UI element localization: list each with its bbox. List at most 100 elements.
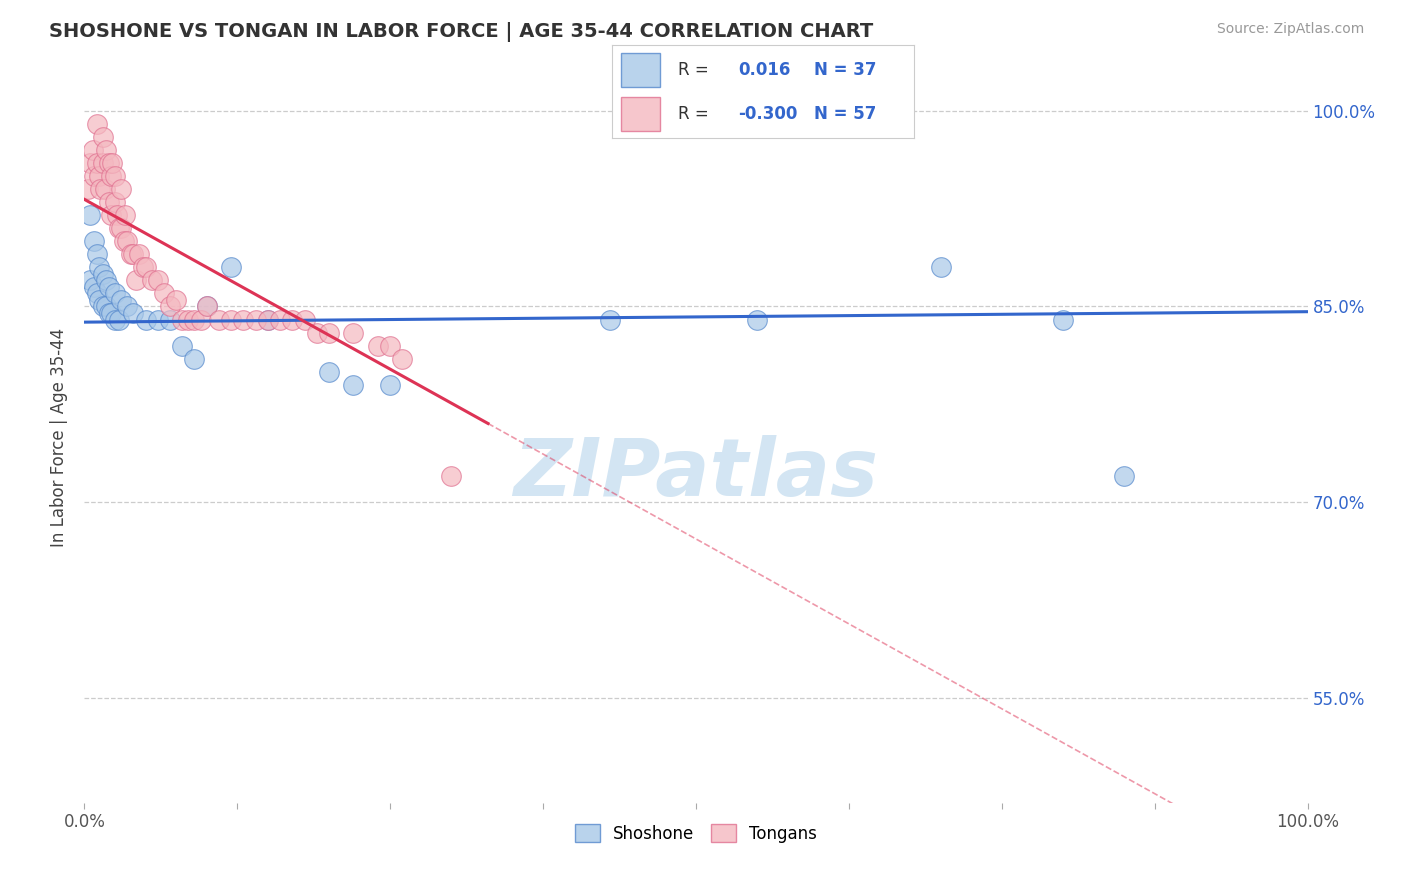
Point xyxy=(105,208,128,222)
Point xyxy=(91,300,114,314)
Point xyxy=(115,300,138,314)
Point xyxy=(104,286,127,301)
Point xyxy=(97,156,120,170)
Point xyxy=(110,221,132,235)
Point xyxy=(86,156,108,170)
Point xyxy=(96,143,118,157)
Text: 0.016: 0.016 xyxy=(738,61,792,78)
Point xyxy=(1114,469,1136,483)
Point xyxy=(929,260,952,275)
Point xyxy=(122,306,145,320)
Point xyxy=(128,247,150,261)
Point xyxy=(89,182,111,196)
Point xyxy=(177,312,200,326)
Y-axis label: In Labor Force | Age 35-44: In Labor Force | Age 35-44 xyxy=(51,327,69,547)
Point xyxy=(101,156,124,170)
Point xyxy=(135,312,157,326)
Point xyxy=(318,365,340,379)
Point xyxy=(87,169,110,183)
Point xyxy=(104,312,127,326)
FancyBboxPatch shape xyxy=(620,53,659,87)
Text: N = 37: N = 37 xyxy=(814,61,877,78)
Point xyxy=(100,169,122,183)
Point xyxy=(87,293,110,307)
Point xyxy=(159,312,181,326)
Point xyxy=(107,312,129,326)
Point xyxy=(257,312,280,326)
Point xyxy=(115,234,138,248)
Point xyxy=(82,143,104,157)
Point xyxy=(342,377,364,392)
Point xyxy=(208,312,231,326)
Point xyxy=(91,129,114,144)
Point xyxy=(135,260,157,275)
Point xyxy=(281,312,304,326)
Point xyxy=(112,234,135,248)
Point xyxy=(183,351,205,366)
Point xyxy=(318,326,340,340)
Point xyxy=(342,326,364,340)
Point xyxy=(391,351,413,366)
Point xyxy=(100,208,122,222)
Point xyxy=(97,194,120,209)
Point xyxy=(83,234,105,248)
Point xyxy=(183,312,205,326)
Text: N = 57: N = 57 xyxy=(814,105,876,123)
Point xyxy=(114,208,136,222)
Point xyxy=(305,326,328,340)
Point xyxy=(91,267,114,281)
Point xyxy=(245,312,267,326)
Point xyxy=(165,293,187,307)
Point xyxy=(120,247,142,261)
Point xyxy=(1052,312,1074,326)
Point xyxy=(132,260,155,275)
Point xyxy=(219,312,242,326)
Point xyxy=(77,182,100,196)
Point xyxy=(257,312,280,326)
Point xyxy=(599,312,621,326)
Point xyxy=(96,300,118,314)
Point xyxy=(86,247,108,261)
Text: Source: ZipAtlas.com: Source: ZipAtlas.com xyxy=(1216,22,1364,37)
Text: SHOSHONE VS TONGAN IN LABOR FORCE | AGE 35-44 CORRELATION CHART: SHOSHONE VS TONGAN IN LABOR FORCE | AGE … xyxy=(49,22,873,42)
Point xyxy=(86,286,108,301)
Point xyxy=(79,208,101,222)
Point xyxy=(122,247,145,261)
Point xyxy=(110,293,132,307)
Text: R =: R = xyxy=(678,61,709,78)
Point xyxy=(104,169,127,183)
Point xyxy=(79,273,101,287)
Point xyxy=(97,306,120,320)
Point xyxy=(94,182,117,196)
Point xyxy=(153,286,176,301)
Point xyxy=(440,469,463,483)
Point xyxy=(79,156,101,170)
Point xyxy=(107,221,129,235)
Point xyxy=(172,339,194,353)
Point xyxy=(91,156,114,170)
Point xyxy=(146,312,169,326)
Text: -0.300: -0.300 xyxy=(738,105,799,123)
Point xyxy=(195,300,218,314)
Point xyxy=(195,300,218,314)
Point xyxy=(97,280,120,294)
Point xyxy=(219,260,242,275)
Point xyxy=(232,312,254,326)
Legend: Shoshone, Tongans: Shoshone, Tongans xyxy=(568,818,824,849)
Point xyxy=(146,273,169,287)
Point xyxy=(269,312,291,326)
Point xyxy=(100,306,122,320)
FancyBboxPatch shape xyxy=(620,97,659,131)
Point xyxy=(83,169,105,183)
Point xyxy=(141,273,163,287)
Point xyxy=(380,339,402,353)
Point xyxy=(159,300,181,314)
Point xyxy=(747,312,769,326)
Text: R =: R = xyxy=(678,105,709,123)
Point xyxy=(86,117,108,131)
Point xyxy=(190,312,212,326)
Point xyxy=(83,280,105,294)
Point xyxy=(367,339,389,353)
Point xyxy=(87,260,110,275)
Point xyxy=(104,194,127,209)
